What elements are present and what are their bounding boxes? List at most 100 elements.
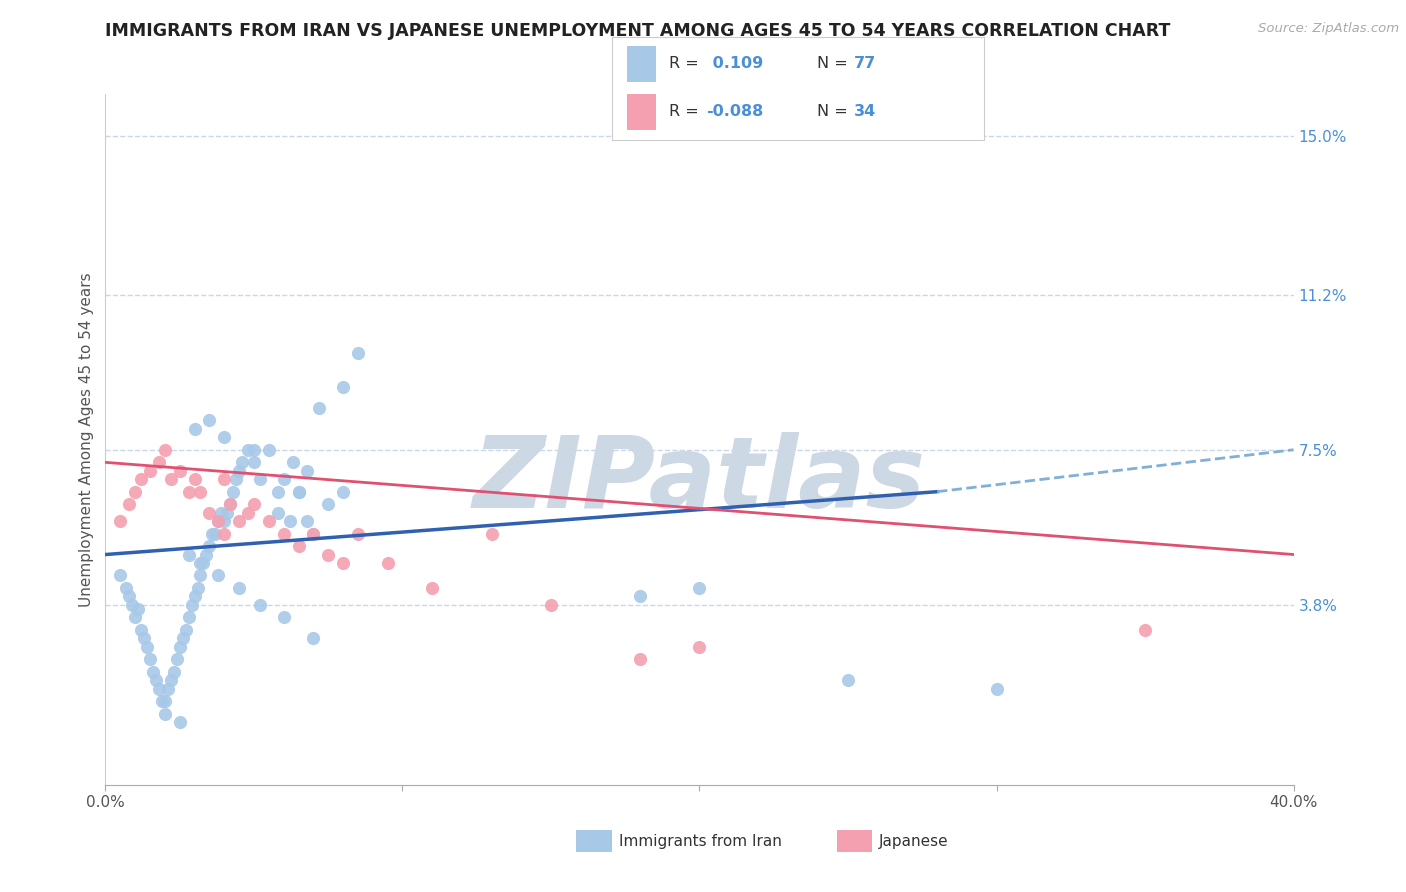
Point	[139, 464, 162, 478]
Point	[174, 623, 197, 637]
Point	[201, 526, 224, 541]
Point	[110, 568, 132, 582]
Point	[190, 556, 212, 570]
Point	[148, 681, 170, 696]
Bar	[627, 94, 657, 129]
Point	[316, 548, 339, 562]
Text: Source: ZipAtlas.com: Source: ZipAtlas.com	[1258, 22, 1399, 36]
Point	[228, 464, 250, 478]
Text: N =: N =	[817, 104, 852, 120]
Point	[198, 539, 221, 553]
Point	[127, 602, 149, 616]
Point	[297, 514, 319, 528]
Point	[222, 484, 245, 499]
Point	[219, 497, 242, 511]
Point	[332, 556, 354, 570]
Point	[124, 484, 146, 499]
Text: Japanese: Japanese	[879, 834, 949, 848]
Point	[236, 506, 259, 520]
Point	[110, 514, 132, 528]
Text: R =: R =	[669, 104, 704, 120]
Point	[193, 556, 215, 570]
Point	[139, 652, 162, 666]
Point	[142, 665, 165, 679]
Point	[214, 430, 236, 444]
Point	[214, 514, 236, 528]
Point	[308, 401, 330, 415]
Point	[183, 590, 205, 604]
Point	[169, 464, 191, 478]
Point	[297, 464, 319, 478]
Point	[837, 673, 859, 688]
Point	[177, 548, 200, 562]
Point	[207, 514, 229, 528]
Point	[204, 526, 226, 541]
Point	[540, 598, 562, 612]
Text: ZIPatlas: ZIPatlas	[472, 433, 927, 529]
Point	[332, 380, 354, 394]
Point	[257, 442, 280, 457]
Point	[273, 472, 295, 486]
Point	[225, 472, 247, 486]
Point	[481, 526, 503, 541]
Point	[332, 484, 354, 499]
Point	[198, 506, 221, 520]
Point	[249, 472, 271, 486]
Point	[689, 581, 711, 595]
Point	[156, 681, 179, 696]
Point	[347, 346, 370, 360]
Point	[177, 484, 200, 499]
Point	[183, 472, 205, 486]
Point	[129, 623, 152, 637]
Point	[214, 526, 236, 541]
Y-axis label: Unemployment Among Ages 45 to 54 years: Unemployment Among Ages 45 to 54 years	[79, 272, 94, 607]
Point	[249, 598, 271, 612]
Point	[243, 455, 266, 469]
Point	[217, 506, 239, 520]
Point	[302, 632, 325, 646]
Point	[628, 590, 651, 604]
Text: 0.109: 0.109	[707, 56, 763, 71]
Text: Immigrants from Iran: Immigrants from Iran	[619, 834, 782, 848]
Point	[172, 632, 194, 646]
Point	[273, 610, 295, 624]
Point	[132, 632, 155, 646]
Point	[228, 514, 250, 528]
Point	[316, 497, 339, 511]
Point	[129, 472, 152, 486]
Point	[177, 610, 200, 624]
Point	[1133, 623, 1156, 637]
Point	[183, 422, 205, 436]
Point	[153, 706, 176, 721]
Point	[166, 652, 188, 666]
Point	[207, 568, 229, 582]
Point	[159, 472, 181, 486]
Point	[214, 472, 236, 486]
Point	[198, 413, 221, 427]
Point	[136, 640, 159, 654]
Point	[278, 514, 301, 528]
Point	[228, 581, 250, 595]
Point	[267, 484, 290, 499]
Point	[243, 442, 266, 457]
Point	[180, 598, 202, 612]
Point	[281, 455, 304, 469]
Point	[628, 652, 651, 666]
Point	[195, 548, 218, 562]
Point	[153, 694, 176, 708]
Point	[169, 715, 191, 730]
Point	[159, 673, 181, 688]
Point	[267, 506, 290, 520]
Point	[273, 526, 295, 541]
Point	[302, 526, 325, 541]
Point	[163, 665, 186, 679]
Point	[118, 590, 141, 604]
Point	[236, 442, 259, 457]
Point	[169, 640, 191, 654]
Point	[302, 526, 325, 541]
Point	[124, 610, 146, 624]
Bar	[627, 45, 657, 81]
Point	[118, 497, 141, 511]
Point	[150, 694, 173, 708]
Point	[153, 442, 176, 457]
